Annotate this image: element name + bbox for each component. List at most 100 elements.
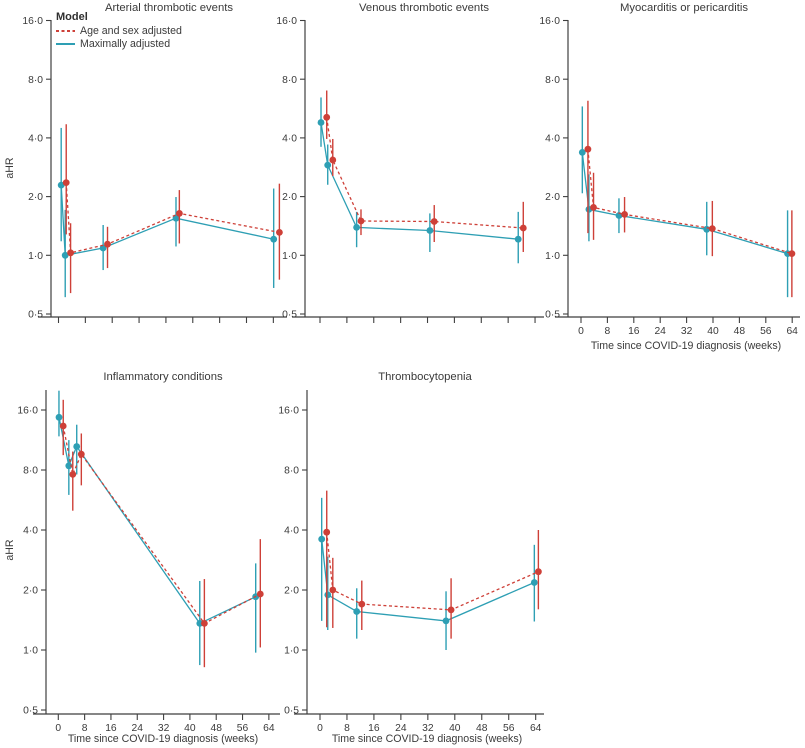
data-point	[77, 450, 85, 458]
data-point	[276, 229, 283, 236]
data-point	[530, 579, 538, 586]
x-tick-label: 64	[530, 723, 542, 734]
x-tick-label: 48	[476, 723, 488, 734]
x-tick-label: 32	[681, 326, 693, 337]
series-maximally-adjusted	[318, 497, 538, 650]
series-line	[321, 539, 535, 622]
solid-line-swatch-icon	[56, 43, 75, 45]
x-tick-label: 24	[395, 723, 407, 734]
x-tick-label: 32	[158, 723, 170, 734]
y-tick-label: 1·0	[28, 251, 43, 262]
x-tick-label: 0	[55, 723, 61, 734]
x-tick-label: 16	[105, 723, 117, 734]
series-line	[58, 417, 256, 625]
panel-4: 16·0 8·0 4·0 2·0 1·0 0·5 0 8 16 24 32 40 48 56 64	[278, 390, 544, 734]
data-point	[67, 249, 74, 257]
y-tick-label: 16·0	[22, 16, 43, 27]
data-point	[590, 204, 597, 211]
panel-2: 16·0 8·0 4·0 2·0 1·0 0·5 0 8 16 24 32 40 48 56 64	[539, 16, 800, 337]
y-tick-label: 4·0	[282, 134, 297, 145]
data-point	[318, 535, 326, 543]
data-point	[788, 250, 796, 257]
series-age-sex-adjusted	[584, 100, 796, 298]
x-tick-label: 8	[82, 723, 88, 734]
series-maximally-adjusted	[55, 390, 260, 666]
dashed-line-swatch-icon	[56, 30, 75, 32]
data-point	[59, 422, 67, 430]
y-tick-label: 8·0	[282, 75, 297, 86]
data-point	[270, 235, 278, 243]
y-tick-label: 0·5	[23, 706, 38, 717]
series-line	[326, 532, 539, 611]
series-maximally-adjusted	[57, 127, 278, 298]
data-point	[584, 145, 592, 153]
x-tick-label: 24	[132, 723, 144, 734]
y-tick-label: 1·0	[282, 251, 297, 262]
data-point	[519, 224, 527, 232]
y-tick-label: 0·5	[28, 310, 43, 321]
x-tick-label: 48	[210, 723, 222, 734]
y-tick-label: 4·0	[545, 134, 560, 145]
data-point	[65, 462, 73, 470]
y-tick-label: 16·0	[278, 406, 299, 417]
data-point	[201, 620, 208, 627]
data-point	[430, 218, 438, 225]
series-line	[326, 117, 524, 229]
y-tick-label: 16·0	[17, 406, 38, 417]
data-point	[176, 210, 183, 217]
legend-label-age-sex: Age and sex adjusted	[80, 25, 182, 37]
data-point	[55, 413, 63, 421]
data-point	[358, 600, 366, 608]
y-tick-label: 1·0	[545, 251, 560, 262]
x-tick-label: 32	[422, 723, 434, 734]
y-tick-label: 16·0	[276, 16, 297, 27]
data-point	[62, 179, 70, 187]
x-tick-label: 24	[654, 326, 666, 337]
y-tick-label: 8·0	[284, 466, 299, 477]
data-point	[104, 240, 111, 248]
y-tick-label: 2·0	[284, 586, 299, 597]
panel-title-myocarditis: Myocarditis or pericarditis	[619, 2, 749, 14]
y-tick-label: 1·0	[284, 646, 299, 657]
y-tick-label: 4·0	[23, 526, 38, 537]
x-tick-label: 40	[449, 723, 461, 734]
x-tick-label: 16	[368, 723, 380, 734]
data-point	[353, 608, 361, 615]
data-point	[61, 251, 69, 259]
panel-3: 16·0 8·0 4·0 2·0 1·0 0·5 0 8 16 24 32 40 48 56 64	[17, 390, 280, 734]
legend-title: Model	[56, 11, 88, 23]
panel-title-inflammatory: Inflammatory conditions	[103, 371, 223, 383]
series-age-sex-adjusted	[323, 90, 527, 252]
y-tick-label: 8·0	[545, 75, 560, 86]
y-tick-label: 2·0	[545, 192, 560, 203]
y-tick-label: 2·0	[23, 586, 38, 597]
y-tick-label: 8·0	[28, 75, 43, 86]
y-tick-label: 1·0	[23, 646, 38, 657]
data-point	[535, 568, 542, 576]
data-point	[324, 591, 332, 599]
series-line	[60, 185, 274, 257]
series-age-sex-adjusted	[62, 124, 283, 294]
data-point	[323, 113, 331, 121]
y-axis-title-top: aHR	[4, 157, 16, 179]
x-axis-title-inflammatory: Time since COVID-19 diagnosis (weeks)	[67, 733, 259, 745]
y-tick-label: 4·0	[28, 134, 43, 145]
series-maximally-adjusted	[317, 97, 522, 264]
series-age-sex-adjusted	[59, 399, 264, 668]
legend-label-maximally: Maximally adjusted	[80, 38, 171, 50]
data-point	[73, 443, 81, 450]
data-point	[329, 156, 337, 164]
y-tick-label: 0·5	[284, 706, 299, 717]
series-age-sex-adjusted	[323, 490, 542, 639]
x-axis-title-thrombocytopenia: Time since COVID-19 diagnosis (weeks)	[331, 733, 523, 745]
data-point	[621, 211, 628, 218]
x-tick-label: 64	[786, 326, 798, 337]
y-tick-label: 2·0	[28, 192, 43, 203]
panel-0: 16·0 8·0 4·0 2·0 1·0 0·5	[22, 16, 287, 323]
x-tick-label: 16	[628, 326, 640, 337]
x-tick-label: 0	[317, 723, 323, 734]
data-point	[323, 528, 331, 536]
data-point	[317, 119, 325, 126]
